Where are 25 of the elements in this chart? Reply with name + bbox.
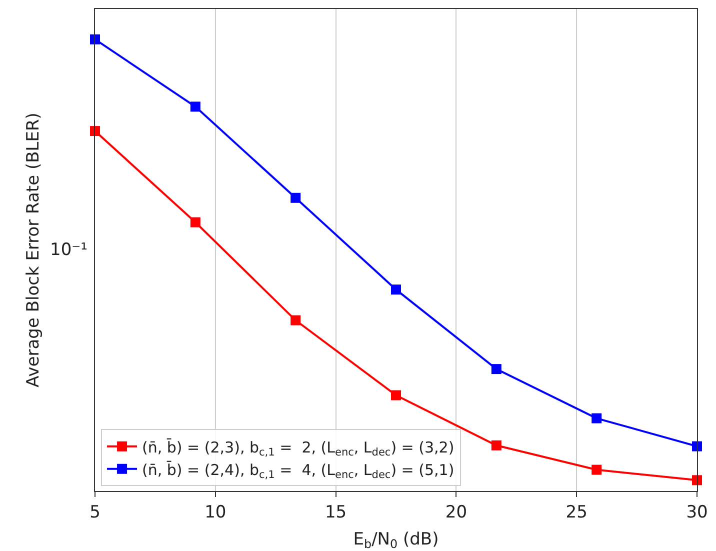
point	[592, 413, 602, 424]
x-tick-label: 10	[204, 502, 226, 522]
x-axis-title: E$_{b}$/N$_{0}$ (dB)	[353, 529, 439, 551]
point	[190, 217, 200, 228]
text: 10⁻¹	[50, 240, 88, 260]
point	[290, 315, 301, 326]
point	[391, 284, 401, 295]
point	[90, 34, 100, 44]
point	[692, 475, 702, 486]
point	[592, 464, 602, 475]
x-tick-label: 30	[686, 502, 708, 522]
point	[491, 440, 502, 450]
x-tick-label: 25	[566, 502, 588, 522]
legend-label: (n̄, b̄) = (2,4), b$_{c,1}$ = 4, (L$_{enc}$, L$_{dec}$) = (5,1)	[142, 460, 454, 481]
point	[391, 390, 401, 400]
point	[90, 126, 100, 136]
point	[692, 441, 702, 452]
point	[491, 364, 502, 374]
point	[290, 192, 301, 203]
point	[190, 102, 200, 112]
x-tick-label: 15	[324, 502, 347, 522]
x-tick-label: 5	[90, 502, 100, 522]
x-tick-label: 20	[445, 502, 468, 522]
y-axis-title: Average Block Error Rate (BLER)	[24, 112, 44, 388]
legend-label: (n̄, b̄) = (2,3), b$_{c,1}$ = 2, (L$_{enc}$, L$_{dec}$) = (3,2)	[142, 438, 454, 458]
